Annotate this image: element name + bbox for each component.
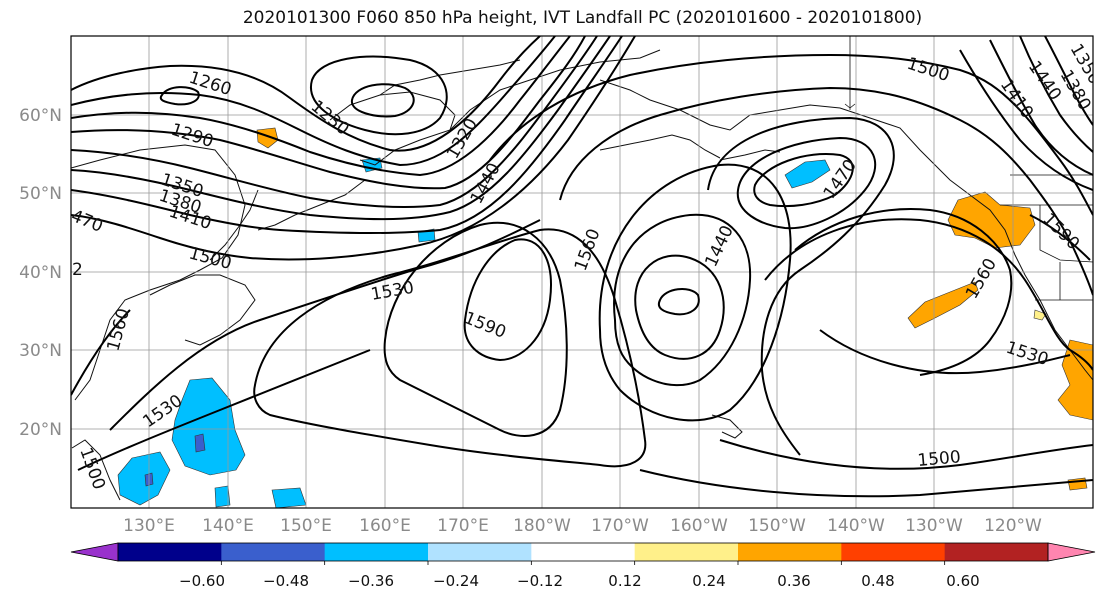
colorbar-tick-label: −0.60 xyxy=(179,572,225,590)
lat-label: 30°N xyxy=(19,341,62,361)
lat-label: 20°N xyxy=(19,420,62,440)
negative-ivt-shading xyxy=(117,157,831,508)
colorbar-segment xyxy=(738,543,842,561)
colorbar-tick-label: −0.24 xyxy=(433,572,479,590)
colorbar-tick-label: −0.36 xyxy=(348,572,394,590)
lon-label: 150°E xyxy=(280,516,332,536)
lat-label: 50°N xyxy=(19,184,62,204)
lon-label: 160°E xyxy=(359,516,411,536)
lon-label: 130°E xyxy=(123,516,175,536)
map-title: 2020101300 F060 850 hPa height, IVT Land… xyxy=(242,8,923,28)
latitude-labels: 60°N 50°N 40°N 30°N 20°N xyxy=(19,106,62,440)
lon-label: 170°E xyxy=(437,516,489,536)
colorbar-tick-label: −0.48 xyxy=(263,572,309,590)
colorbar-tick-label: 0.60 xyxy=(946,572,979,590)
lon-label: 130°W xyxy=(905,516,963,536)
lat-label: 40°N xyxy=(19,263,62,283)
colorbar-segment xyxy=(428,543,532,561)
lon-label: 170°W xyxy=(591,516,649,536)
lat-label: 60°N xyxy=(19,106,62,126)
map-frame xyxy=(70,35,1094,509)
height-contours xyxy=(71,36,1093,498)
longitude-labels: 130°E 140°E 150°E 160°E 170°E 180°W 170°… xyxy=(123,516,1042,536)
lon-label: 150°W xyxy=(748,516,806,536)
colorbar-segment xyxy=(324,543,429,561)
colorbar-tick-labels: −0.60 −0.48 −0.36 −0.24 −0.12 0.12 0.24 … xyxy=(179,572,980,590)
colorbar-tick-label: 0.12 xyxy=(608,572,641,590)
colorbar-segment xyxy=(841,543,946,561)
colorbar-segment xyxy=(634,543,739,561)
colorbar-extend-high xyxy=(1047,542,1096,562)
colorbar-segment xyxy=(221,543,326,561)
colorbar-tick-label: 0.36 xyxy=(777,572,810,590)
lon-label: 160°W xyxy=(670,516,728,536)
colorbar-tick-label: 0.24 xyxy=(692,572,725,590)
contour-label: 2 xyxy=(72,260,83,280)
colorbar-frame xyxy=(117,542,1049,562)
colorbar-extend-low xyxy=(70,542,119,562)
political-borders xyxy=(844,36,1093,301)
lon-label: 120°W xyxy=(984,516,1042,536)
lon-label: 140°W xyxy=(827,516,885,536)
lon-label: 180°W xyxy=(513,516,571,536)
lon-label: 140°E xyxy=(202,516,254,536)
colorbar-segment xyxy=(531,543,636,561)
colorbar xyxy=(70,542,1096,565)
colorbar-tick-label: 0.48 xyxy=(861,572,894,590)
map-plot-area: 1260 1230 1290 1320 1350 1380 1410 470 1… xyxy=(71,36,1093,508)
colorbar-segment xyxy=(944,543,1049,561)
contour-label: 1500 xyxy=(917,447,962,471)
colorbar-tick-label: −0.12 xyxy=(517,572,563,590)
colorbar-segment xyxy=(118,543,222,561)
